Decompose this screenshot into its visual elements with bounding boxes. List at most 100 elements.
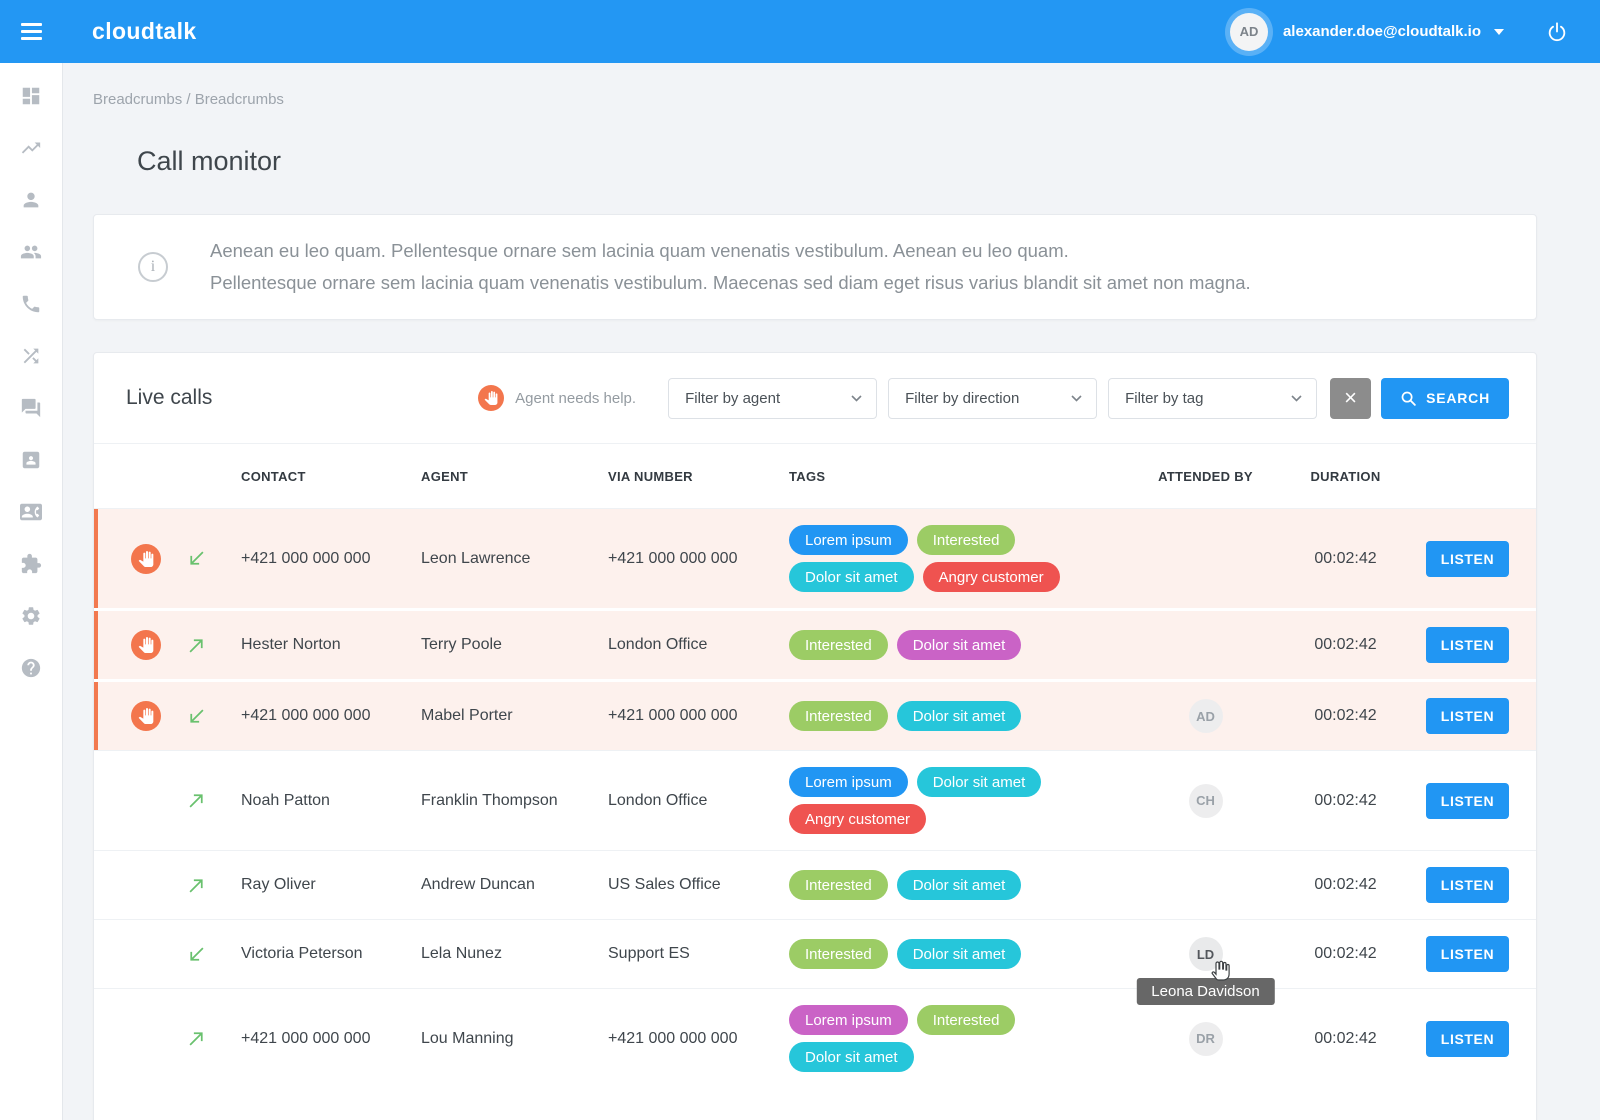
- duration-cell: 00:02:42: [1314, 945, 1377, 962]
- listen-button[interactable]: LISTEN: [1426, 1020, 1509, 1057]
- needs-help-cell: [126, 630, 166, 660]
- sidebar-item-chat[interactable]: [20, 397, 42, 419]
- gear-icon: [22, 607, 40, 625]
- agent-cell: Mabel Porter: [421, 707, 513, 724]
- sidebar-item-trending-up[interactable]: [20, 137, 42, 159]
- direction-cell: [166, 548, 226, 569]
- direction-cell: [166, 875, 226, 896]
- menu-icon[interactable]: [0, 0, 63, 63]
- sidebar-item-phone[interactable]: [20, 293, 42, 315]
- phone-icon: [22, 295, 40, 313]
- duration-cell: 00:02:42: [1314, 1029, 1377, 1047]
- info-text: Aenean eu leo quam. Pellentesque ornare …: [210, 240, 1251, 293]
- tag-pill: Angry customer: [789, 804, 927, 834]
- breadcrumb-item[interactable]: Breadcrumbs: [194, 91, 284, 108]
- power-icon[interactable]: [1546, 21, 1568, 43]
- via-number-cell: Support ES: [608, 945, 690, 962]
- column-header-tags: TAGS: [789, 468, 826, 484]
- call-row: Noah Patton Franklin Thompson London Off…: [94, 750, 1536, 850]
- filter-select-direction[interactable]: Filter by direction: [888, 377, 1098, 419]
- trending-up-icon: [21, 142, 41, 154]
- breadcrumb-item[interactable]: Breadcrumbs: [93, 91, 183, 108]
- attended-by-avatar[interactable]: LD Leona Davidson: [1136, 937, 1275, 1005]
- tag-pill: Interested: [916, 525, 1016, 555]
- attended-by-avatar[interactable]: CH: [1188, 783, 1223, 818]
- contact-cell: Victoria Peterson: [241, 945, 363, 962]
- sidebar-item-shuffle[interactable]: [20, 345, 42, 367]
- direction-cell: [166, 706, 226, 727]
- duration-cell: 00:02:42: [1314, 791, 1377, 809]
- direction-cell: [166, 1028, 226, 1049]
- needs-help-cell: [126, 543, 166, 574]
- attended-by-cell: AD: [1133, 699, 1278, 733]
- sidebar-item-puzzle[interactable]: [20, 553, 42, 575]
- duration-cell: 00:02:42: [1314, 549, 1377, 567]
- tags-cell: Interested Dolor sit amet: [778, 870, 1133, 900]
- shuffle-icon: [23, 348, 39, 364]
- tag-pill: Dolor sit amet: [896, 870, 1022, 900]
- listen-button[interactable]: LISTEN: [1426, 540, 1509, 577]
- needs-help-cell: [126, 701, 166, 731]
- info-icon: i: [138, 252, 168, 282]
- call-row: Ray Oliver Andrew Duncan US Sales Office…: [94, 850, 1536, 919]
- sidebar-item-user[interactable]: [20, 189, 42, 211]
- contact-cell: +421 000 000 000: [241, 549, 371, 567]
- tag-pill: Dolor sit amet: [896, 701, 1022, 731]
- cursor-pointer-icon: [1211, 960, 1230, 981]
- chat-icon: [21, 398, 41, 418]
- via-number-cell: +421 000 000 000: [608, 549, 738, 567]
- listen-button[interactable]: LISTEN: [1426, 936, 1509, 972]
- column-header-attended-by: ATTENDED BY: [1158, 468, 1253, 484]
- sidebar-item-dashboard[interactable]: [20, 85, 42, 107]
- filter-select-agent[interactable]: Filter by agent: [668, 377, 878, 419]
- call-row: +421 000 000 000 Leon Lawrence +421 000 …: [94, 509, 1536, 608]
- sidebar-item-contact-card[interactable]: [20, 449, 42, 471]
- chevron-down-icon[interactable]: [1494, 28, 1504, 35]
- filter-select-tag[interactable]: Filter by tag: [1108, 377, 1318, 419]
- user-icon: [23, 192, 39, 208]
- tag-pill: Dolor sit amet: [896, 939, 1022, 969]
- user-email[interactable]: alexander.doe@cloudtalk.io: [1282, 23, 1481, 40]
- attended-by-avatar[interactable]: AD: [1188, 699, 1223, 733]
- table-header: CONTACT AGENT VIA NUMBER TAGS ATTENDED B…: [94, 443, 1536, 509]
- help-legend-label: Agent needs help.: [515, 389, 637, 407]
- listen-button[interactable]: LISTEN: [1426, 867, 1509, 903]
- help-icon: [21, 658, 41, 678]
- clear-filters-button[interactable]: ×: [1330, 377, 1372, 419]
- agent-needs-help-icon: [131, 543, 161, 574]
- tags-cell: Lorem ipsum Dolor sit amet Angry customer: [778, 767, 1133, 834]
- duration-cell: 00:02:42: [1314, 707, 1377, 724]
- agent-cell: Lou Manning: [421, 1029, 514, 1047]
- agent-cell: Terry Poole: [421, 636, 502, 653]
- sidebar-item-users[interactable]: [20, 241, 42, 263]
- call-row: Hester Norton Terry Poole London Office …: [94, 608, 1536, 679]
- direction-cell: [166, 790, 226, 811]
- attended-by-cell: CH: [1133, 783, 1278, 818]
- listen-button[interactable]: LISTEN: [1426, 627, 1509, 663]
- tags-cell: Lorem ipsum Interested Dolor sit amet: [778, 1005, 1133, 1072]
- duration-cell: 00:02:42: [1314, 636, 1377, 653]
- column-header-contact: CONTACT: [241, 468, 306, 484]
- listen-button[interactable]: LISTEN: [1426, 698, 1509, 734]
- section-title: Live calls: [126, 386, 213, 409]
- filter-placeholder: Filter by tag: [1125, 389, 1204, 407]
- breadcrumb-separator: /: [186, 91, 191, 108]
- attended-by-avatar[interactable]: DR: [1188, 1021, 1223, 1056]
- tag-pill: Interested: [789, 701, 888, 731]
- agent-cell: Leon Lawrence: [421, 549, 531, 567]
- tag-pill: Dolor sit amet: [789, 562, 914, 592]
- attended-by-cell: LD Leona Davidson: [1133, 937, 1278, 1005]
- incoming-call-icon: [189, 709, 203, 723]
- sidebar-item-help[interactable]: [20, 657, 42, 679]
- search-button[interactable]: SEARCH: [1381, 377, 1509, 419]
- tag-pill: Lorem ipsum: [789, 1005, 908, 1035]
- sidebar-item-gear[interactable]: [20, 605, 42, 627]
- column-header-via-number: VIA NUMBER: [608, 468, 693, 484]
- agent-cell: Franklin Thompson: [421, 791, 558, 809]
- column-header-agent: AGENT: [421, 468, 468, 484]
- listen-button[interactable]: LISTEN: [1426, 782, 1509, 819]
- sidebar-item-contact-phone[interactable]: [20, 501, 42, 523]
- incoming-call-icon: [189, 947, 203, 961]
- user-avatar[interactable]: AD: [1229, 12, 1268, 51]
- help-legend: Agent needs help.: [478, 385, 668, 411]
